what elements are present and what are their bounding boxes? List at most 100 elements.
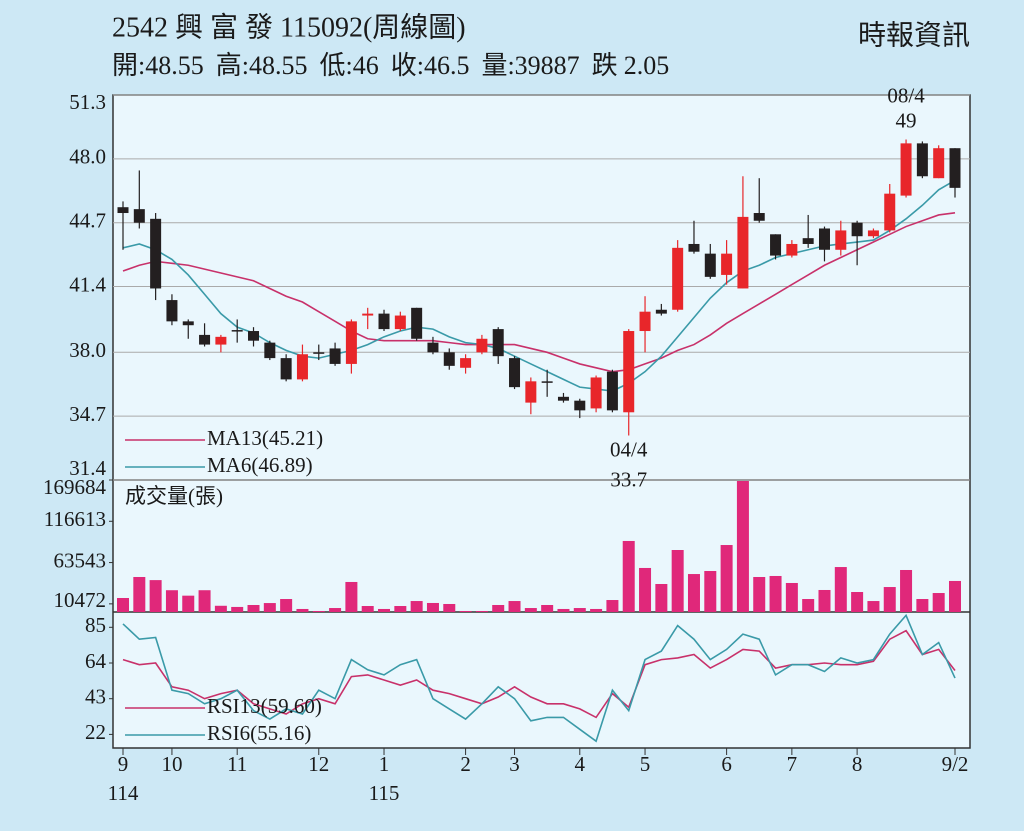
volume-bar xyxy=(720,545,733,612)
volume-bar xyxy=(182,595,195,612)
x-tick-label: 7 xyxy=(787,752,798,776)
y-tick-label: 63543 xyxy=(54,548,107,572)
chart-title: 2542 興 富 發 115092(周線圖) xyxy=(112,11,466,43)
volume-bar xyxy=(687,574,700,612)
volume-bar xyxy=(736,480,749,612)
x-tick-label: 9/2 xyxy=(942,752,969,776)
candle-body xyxy=(818,228,830,250)
volume-bar xyxy=(524,608,537,612)
volume-bar xyxy=(361,606,374,612)
candle-body xyxy=(362,313,374,316)
rsi-line xyxy=(122,613,956,743)
candle-body xyxy=(150,218,162,289)
legend-label: MA6(46.89) xyxy=(207,453,313,477)
candle-body xyxy=(916,143,928,177)
candle-body xyxy=(655,309,667,314)
summary-value: 48.55 xyxy=(249,51,308,80)
volume-bar xyxy=(492,604,505,612)
x-tick-label: 10 xyxy=(161,752,182,776)
volume-bar xyxy=(165,590,178,612)
legend-label: MA13(45.21) xyxy=(207,426,323,450)
candle-body xyxy=(884,193,896,231)
candle-body xyxy=(753,213,765,221)
candle-body xyxy=(623,331,635,413)
volume-bar xyxy=(900,569,913,612)
volume-bar xyxy=(247,604,260,612)
y-tick-label: 34.7 xyxy=(69,402,106,426)
summary-label: 低: xyxy=(319,51,352,80)
candle-body xyxy=(802,238,814,244)
candle-body xyxy=(443,352,455,366)
legend-label: RSI6(55.16) xyxy=(207,721,311,745)
volume-bar xyxy=(296,608,309,612)
volume-bar xyxy=(394,606,407,612)
volume-bar xyxy=(231,606,244,612)
summary-label: 收: xyxy=(391,51,424,80)
x-tick-label: 1 xyxy=(379,752,390,776)
candle-body xyxy=(280,358,292,380)
candle-body xyxy=(574,400,586,411)
candle-body xyxy=(411,307,423,339)
candle-body xyxy=(509,358,521,388)
candle-body xyxy=(704,253,716,277)
x-tick-label: 4 xyxy=(575,752,586,776)
y-tick-label: 41.4 xyxy=(69,272,106,296)
volume-bar xyxy=(541,604,554,612)
volume-bar xyxy=(606,600,619,612)
summary-label: 高: xyxy=(216,51,249,80)
candle-body xyxy=(182,321,194,326)
volume-bar xyxy=(214,605,227,612)
candle-body xyxy=(264,342,276,359)
volume-bar xyxy=(475,610,488,612)
y-tick-label: 43 xyxy=(85,685,106,709)
candle-body xyxy=(199,334,211,345)
y-tick-label: 169684 xyxy=(43,475,107,499)
volume-bar xyxy=(378,608,391,612)
volume-bar xyxy=(834,567,847,612)
candle-body xyxy=(460,358,472,368)
volume-bar xyxy=(590,608,603,612)
annotation-value: 33.7 xyxy=(610,467,647,491)
volume-bar xyxy=(149,580,162,612)
y-tick-label: 31.4 xyxy=(69,456,106,480)
y-tick-label: 116613 xyxy=(44,507,106,531)
volume-bar xyxy=(785,582,798,612)
volume-bar xyxy=(312,610,325,612)
y-tick-label: 44.7 xyxy=(69,209,106,233)
summary-value: 46 xyxy=(353,51,379,80)
candle-body xyxy=(557,396,569,401)
x-year-label: 115 xyxy=(369,781,400,805)
annotation-value: 49 xyxy=(896,108,917,132)
volume-bar xyxy=(410,601,423,612)
volume-bar xyxy=(949,580,961,612)
volume-bar xyxy=(459,610,472,612)
summary-label: 開: xyxy=(112,51,145,80)
annotation-date: 04/4 xyxy=(610,437,648,461)
candle-body xyxy=(590,377,602,409)
candle-body xyxy=(215,336,227,345)
rsi-line xyxy=(122,629,956,719)
ma-line xyxy=(122,212,956,373)
candle-body xyxy=(949,148,961,188)
y-tick-label: 22 xyxy=(85,720,106,744)
candle-body xyxy=(313,352,325,354)
y-tick-label: 38.0 xyxy=(69,338,106,362)
volume-bar xyxy=(426,602,439,612)
volume-bar xyxy=(345,581,358,612)
x-tick-label: 8 xyxy=(852,752,863,776)
candle-body xyxy=(770,234,782,256)
volume-bar xyxy=(573,608,586,612)
candle-body xyxy=(933,148,945,179)
candle-body xyxy=(394,315,406,330)
ma-line xyxy=(122,179,956,392)
y-tick-label: 10472 xyxy=(54,588,107,612)
candle-body xyxy=(345,321,357,364)
candle-body xyxy=(721,253,733,275)
candle-body xyxy=(851,222,863,237)
x-tick-label: 3 xyxy=(509,752,520,776)
volume-bar xyxy=(508,601,521,612)
candle-body xyxy=(166,300,178,322)
legend-label: RSI13(59.60) xyxy=(207,694,322,718)
candle-body xyxy=(525,381,537,403)
candle-body xyxy=(541,381,553,383)
